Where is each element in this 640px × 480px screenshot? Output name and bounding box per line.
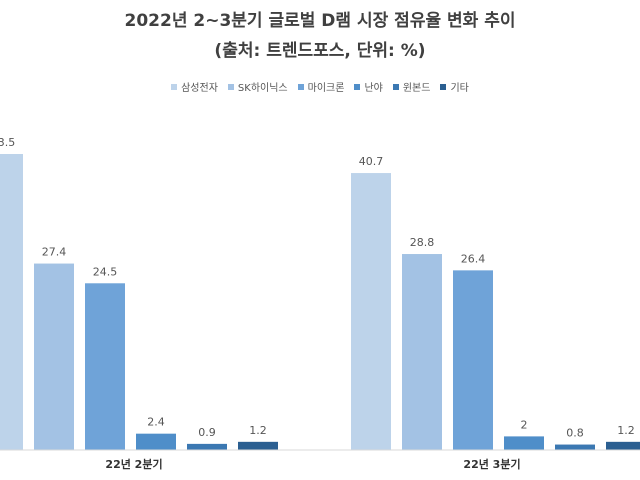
data-label: 28.8 [410,236,435,249]
chart-title: 2022년 2~3분기 글로벌 D램 시장 점유율 변화 추이 [124,11,516,31]
legend-swatch [440,83,447,90]
bar [453,270,493,450]
data-label: 2 [521,418,528,431]
legend-swatch [227,83,234,90]
legend-item-winbond: 윈본드 [392,79,431,94]
data-label: 1.2 [249,424,267,437]
legend-label: 기타 [450,83,469,94]
legend-item-micron: 마이크론 [297,79,345,94]
data-label: 26.4 [461,252,486,265]
bar [34,263,74,450]
legend-label: 삼성전자 [181,83,218,94]
legend-swatch [354,83,361,90]
bar [504,436,544,450]
bar [402,254,442,450]
bar [606,441,640,450]
legend-swatch [392,83,399,90]
category-label: 22년 2분기 [105,457,162,471]
legend-swatch [171,83,178,90]
data-label: 2.4 [147,416,165,429]
bar [238,441,278,450]
bar [187,443,227,450]
legend-label: 윈본드 [402,83,431,94]
data-label: 0.9 [198,426,216,439]
data-label: 40.7 [359,155,384,168]
legend-label: 마이크론 [307,83,345,94]
legend-item-nanya: 난야 [354,79,383,94]
legend-item-others: 기타 [440,79,469,94]
legend-label: 난야 [364,83,383,94]
data-label: 0.8 [566,427,584,440]
legend-label: SK하이닉스 [237,83,288,94]
data-label: 1.2 [617,424,635,437]
legend: 삼성전자 SK하이닉스 마이크론 난야 윈본드 기타 [0,79,640,94]
data-label: 27.4 [42,246,67,259]
bar [136,433,176,450]
bar [555,444,595,450]
chart-subtitle: (출처: 트렌드포스, 단위: %) [214,41,426,61]
legend-swatch [297,83,304,90]
data-label: 43.5 [0,136,15,149]
bar [0,154,23,450]
legend-item-samsung: 삼성전자 [171,79,218,94]
category-label: 22년 3분기 [463,457,520,471]
data-label: 24.5 [93,265,118,278]
legend-item-skhynix: SK하이닉스 [227,79,288,94]
bar [351,173,391,451]
bar [85,283,125,450]
